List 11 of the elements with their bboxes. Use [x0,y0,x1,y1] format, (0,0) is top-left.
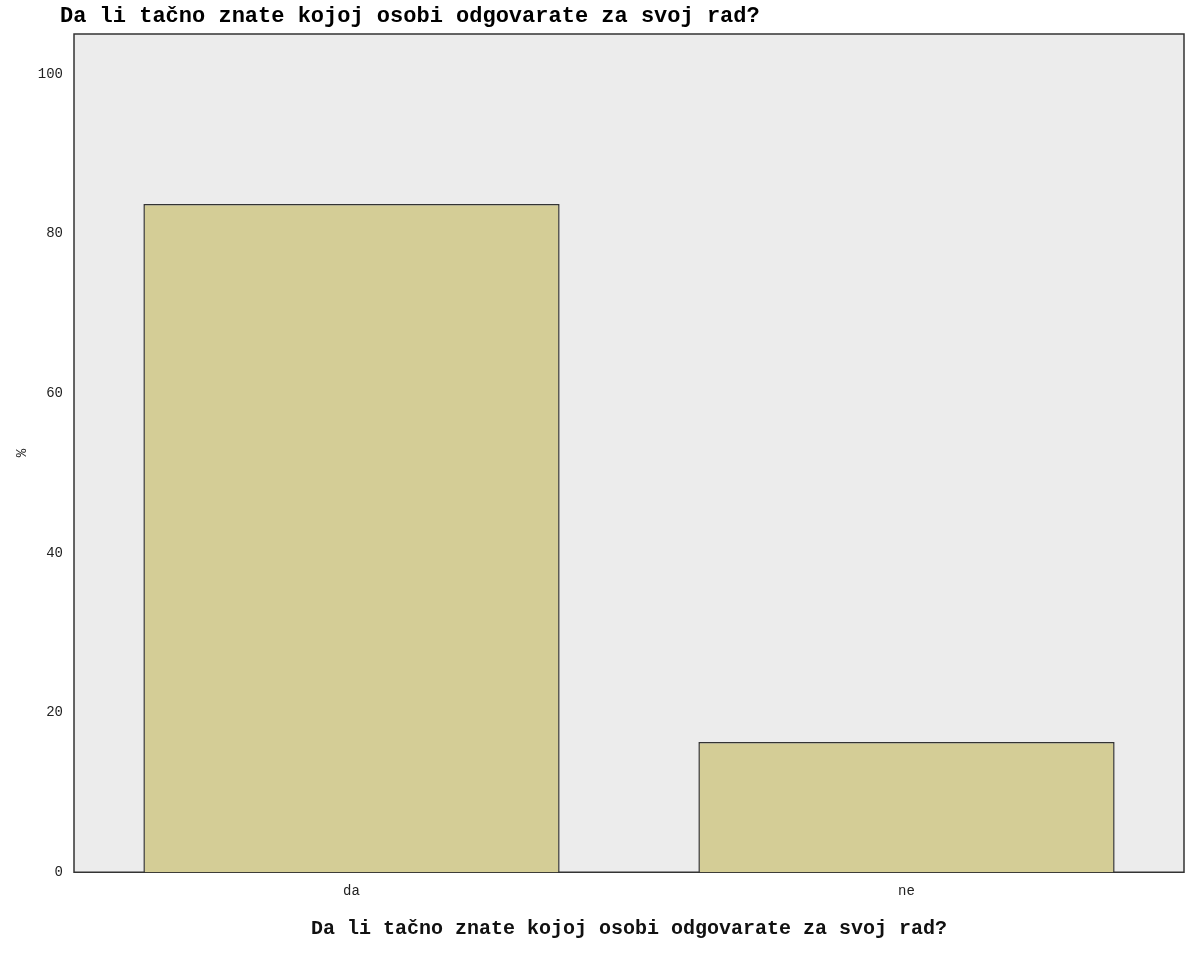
y-tick-label: 40 [46,544,63,561]
x-axis-title: Da li tačno znate kojoj osobi odgovarate za svoj rad? [310,917,948,941]
y-tick-label: 20 [46,704,63,721]
y-tick-label: 60 [46,384,63,401]
y-tick-label: 80 [46,225,63,242]
y-tick-label: 100 [37,65,63,82]
x-tick-label: da [343,883,360,900]
chart-title: Da li tačno znate kojoj osobi odgovarate za svoj rad? [60,4,760,29]
y-tick-label: 0 [54,863,63,880]
y-axis-title: % [14,448,31,458]
x-tick-label: ne [898,883,915,900]
